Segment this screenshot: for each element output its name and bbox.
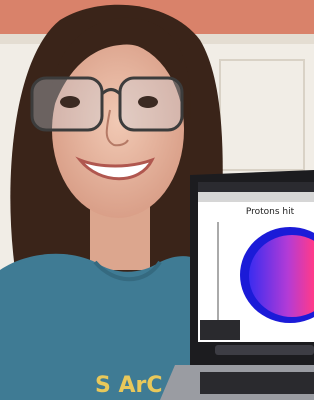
eye-right bbox=[138, 96, 158, 108]
eye-left bbox=[60, 96, 80, 108]
shirt-print: S ArC bbox=[95, 373, 163, 398]
plot-title: Protons hit bbox=[246, 207, 295, 217]
dock bbox=[215, 345, 314, 355]
window-bar bbox=[198, 192, 314, 202]
sidebar bbox=[200, 320, 240, 340]
menu-bar bbox=[198, 182, 314, 192]
photo: S ArC Protons hit bbox=[0, 0, 314, 400]
keyboard bbox=[200, 372, 314, 394]
